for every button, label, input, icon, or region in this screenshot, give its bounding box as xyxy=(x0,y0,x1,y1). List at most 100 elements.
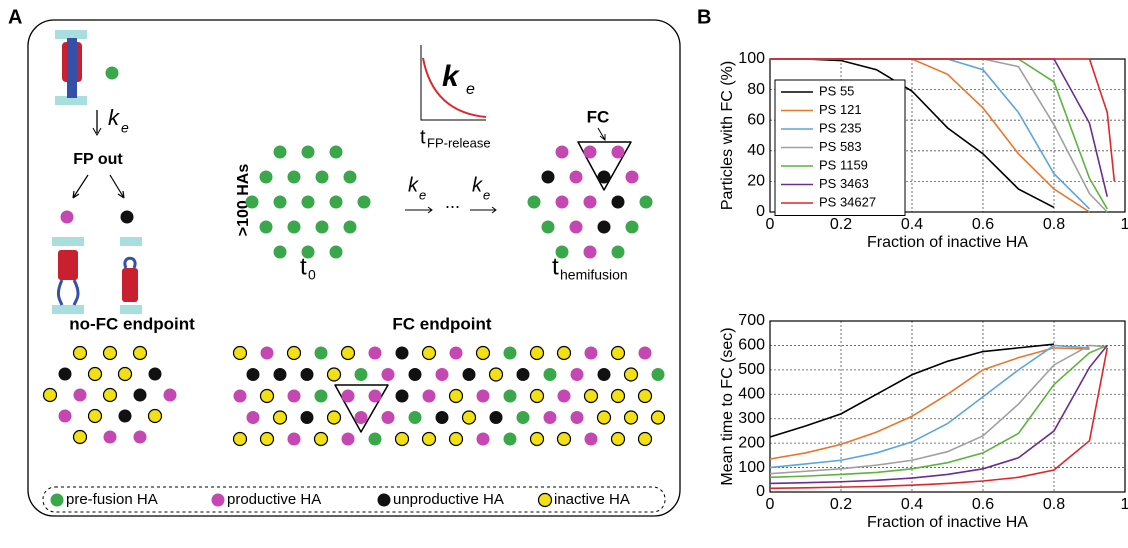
y-tick-label: 500 xyxy=(738,361,765,378)
ha-dot xyxy=(516,411,530,424)
ha-dot xyxy=(87,408,103,424)
ha-dot xyxy=(233,389,247,403)
x-tick-label: 0.4 xyxy=(901,216,923,233)
ha-dot xyxy=(329,245,343,259)
ha-dot xyxy=(488,367,504,382)
rate-k: k xyxy=(408,174,419,196)
ha-dot xyxy=(329,195,343,209)
y-tick-label: 40 xyxy=(747,142,765,159)
ha-dot xyxy=(102,345,118,361)
y-tick-label: 100 xyxy=(738,50,765,67)
fp-out-label: FP out xyxy=(73,151,123,168)
ha-dot xyxy=(381,411,395,424)
x-tick-label: 1 xyxy=(1121,216,1128,233)
ha-dot xyxy=(354,368,368,381)
panel-label: A xyxy=(8,6,22,28)
ha-dot xyxy=(529,345,545,361)
x-tick-label: 0.6 xyxy=(972,496,994,513)
legend-label: inactive HA xyxy=(554,491,630,508)
axes-icon xyxy=(420,45,486,121)
x-tick-label: 0.2 xyxy=(830,216,852,233)
ha-icon xyxy=(55,30,87,105)
ha-dot xyxy=(583,245,597,259)
ha-dot xyxy=(611,195,625,209)
ha-dot xyxy=(314,346,328,360)
ha-dot xyxy=(461,410,477,425)
ha-dot xyxy=(597,368,611,381)
legend-label: PS 3463 xyxy=(819,176,869,191)
ha-dot xyxy=(597,170,611,184)
ha-dot xyxy=(232,431,248,447)
legend-label: productive HA xyxy=(227,491,321,508)
rate-sub: e xyxy=(483,187,490,202)
ha-dot xyxy=(163,388,177,402)
ha-dot xyxy=(597,220,611,234)
ha-dot xyxy=(503,389,517,403)
plot-area xyxy=(770,321,1125,492)
series-line xyxy=(769,344,1090,469)
ha-dot xyxy=(341,389,355,403)
x-tick-label: 1 xyxy=(1121,496,1128,513)
x-axis-label: Fraction of inactive HA xyxy=(867,234,1028,251)
ha-dot xyxy=(638,346,652,360)
ha-dot xyxy=(343,220,357,234)
ha-dot xyxy=(343,170,357,184)
ha-dot xyxy=(529,431,545,447)
ha-dot xyxy=(611,145,625,159)
ha-dot xyxy=(377,493,391,507)
ha-dot xyxy=(395,389,409,403)
x-tick-label: 0 xyxy=(766,496,775,513)
ha-dot xyxy=(287,389,301,403)
ha-dot xyxy=(541,170,555,184)
ha-dot xyxy=(211,493,225,507)
legend-label: PS 235 xyxy=(819,120,862,135)
section-title: no-FC endpoint xyxy=(69,314,195,333)
legend-label: PS 34627 xyxy=(819,194,876,209)
y-axis-label: Particles with FC (%) xyxy=(719,61,736,210)
ha-dot xyxy=(368,389,382,403)
ha-dot xyxy=(381,368,395,381)
series-line xyxy=(769,344,1108,485)
ha-dot xyxy=(583,145,597,159)
ha-dot xyxy=(610,345,626,361)
ha-dot xyxy=(421,345,437,361)
ha-dot xyxy=(148,367,162,381)
time-label: t xyxy=(552,253,559,280)
series-line xyxy=(769,343,1055,438)
y-tick-label: 700 xyxy=(738,312,765,329)
ha-dot xyxy=(105,66,119,80)
rate-sub: e xyxy=(466,81,475,98)
ha-dot xyxy=(584,432,598,446)
ha-dot xyxy=(273,245,287,259)
time-sub: 0 xyxy=(308,267,316,283)
ha-dot xyxy=(259,431,275,447)
ha-dot xyxy=(117,366,133,382)
time-label: t xyxy=(300,253,307,280)
fc-label: FC xyxy=(587,107,610,126)
x-tick-label: 0.8 xyxy=(1043,496,1065,513)
ha-count: >100 HAs xyxy=(235,164,252,237)
ha-dot xyxy=(87,366,103,382)
legend-label: unproductive HA xyxy=(393,491,504,508)
ha-dot xyxy=(58,367,72,381)
rate-k: k xyxy=(472,174,483,196)
ha-dot xyxy=(120,210,134,224)
section-title: FC endpoint xyxy=(392,314,491,333)
ha-dot xyxy=(246,368,260,381)
ha-dot xyxy=(315,170,329,184)
ha-dot xyxy=(503,346,517,360)
ha-dot xyxy=(543,368,557,381)
y-tick-label: 0 xyxy=(756,483,765,500)
ha-dot xyxy=(503,432,517,446)
series-line xyxy=(770,58,1116,182)
ha-dot xyxy=(301,195,315,209)
legend-label: PS 583 xyxy=(819,139,862,154)
ha-dot xyxy=(610,431,626,447)
ha-dot xyxy=(623,367,639,382)
ha-dot xyxy=(555,145,569,159)
y-tick-label: 300 xyxy=(738,410,765,427)
ha-dot xyxy=(650,410,666,425)
ha-dot xyxy=(42,387,58,403)
ha-dot xyxy=(314,389,328,403)
ha-dot xyxy=(273,145,287,159)
